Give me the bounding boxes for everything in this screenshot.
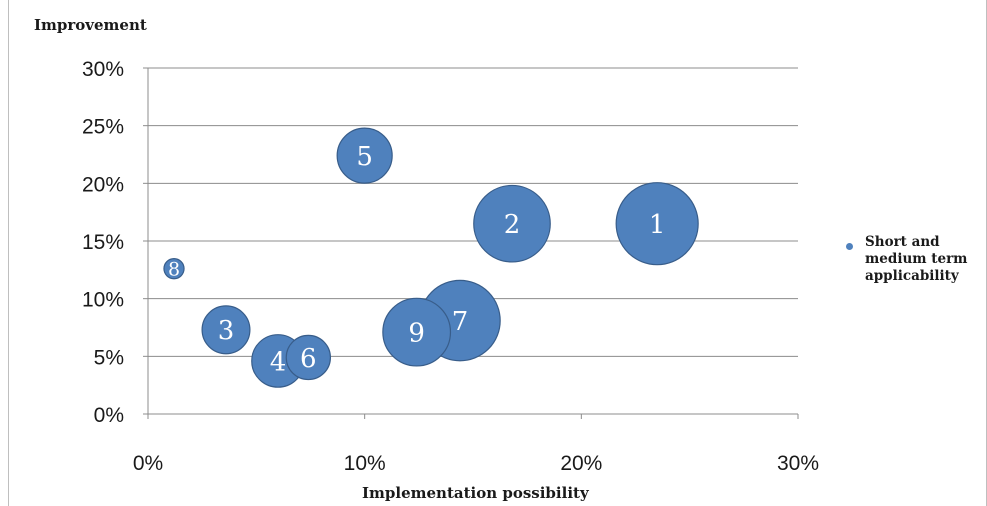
y-tick-label: 5% bbox=[94, 346, 124, 369]
x-tick-label: 30% bbox=[777, 452, 819, 475]
x-axis-title: Implementation possibility bbox=[362, 484, 589, 502]
bubble-label: 4 bbox=[270, 347, 287, 377]
bubble-label: 3 bbox=[218, 316, 235, 346]
bubble-8 bbox=[163, 258, 185, 280]
bubble-3 bbox=[201, 305, 251, 355]
legend-label: Short and medium term applicability bbox=[865, 234, 968, 284]
y-tick-label: 0% bbox=[94, 404, 124, 427]
bubble-label: 7 bbox=[452, 307, 469, 337]
y-tick-label: 15% bbox=[82, 231, 124, 254]
bubble-label: 2 bbox=[504, 210, 521, 240]
bubble-label: 1 bbox=[649, 210, 666, 240]
chart-frame-left bbox=[8, 0, 9, 506]
y-tick-label: 10% bbox=[82, 289, 124, 312]
bubble-label: 8 bbox=[168, 259, 180, 281]
bubble-5 bbox=[336, 127, 393, 184]
y-tick-label: 30% bbox=[82, 58, 124, 81]
y-tick-label: 20% bbox=[82, 173, 124, 196]
x-tick-label: 10% bbox=[344, 452, 386, 475]
x-tick-label: 20% bbox=[560, 452, 602, 475]
bubble-6 bbox=[285, 334, 332, 381]
x-tick-label: 0% bbox=[133, 452, 163, 475]
bubble-2 bbox=[473, 184, 551, 263]
y-tick-label: 25% bbox=[82, 116, 124, 139]
bubble-9 bbox=[382, 297, 452, 367]
bubble-label: 9 bbox=[408, 318, 425, 348]
bubble-label: 5 bbox=[356, 142, 373, 172]
y-axis-title: Improvement bbox=[34, 16, 147, 34]
bubble-label: 6 bbox=[300, 344, 317, 374]
bubble-1 bbox=[615, 182, 699, 266]
legend-marker bbox=[846, 243, 853, 250]
